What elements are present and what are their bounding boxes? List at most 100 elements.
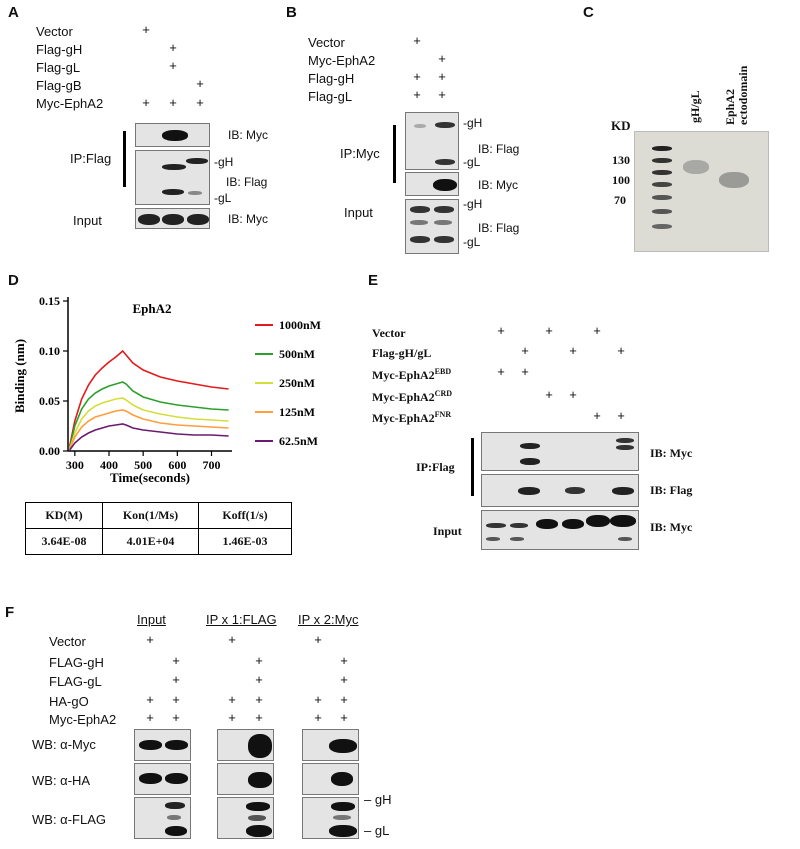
plus-sign: + xyxy=(617,408,625,423)
ib-myc-input-label: IB: Myc xyxy=(650,520,693,534)
panel-label-b: B xyxy=(286,4,297,21)
ib-myc-label: IB: Myc xyxy=(650,446,693,460)
kinetics-table: KD(M) Kon(1/Ms) Koff(1/s) 3.64E-08 4.01E… xyxy=(25,502,292,555)
row-label-sup: EBD xyxy=(434,367,452,376)
row-label-flag-gl: Flag-gL xyxy=(308,89,353,104)
series-line-250nm xyxy=(68,397,229,450)
ib-flag-label: IB: Flag xyxy=(478,221,520,235)
legend-label: 1000nM xyxy=(279,318,321,332)
lane-label-epha2-ectodomain: EphA2 ectodomain xyxy=(723,66,750,125)
ip-bracket xyxy=(393,125,396,183)
wb-prefix: WB: xyxy=(32,812,61,827)
plus-sign: + xyxy=(255,692,263,707)
plus-sign: + xyxy=(146,710,154,725)
input-label: Input xyxy=(73,213,102,228)
wb-flag-label: WB: α-FLAG xyxy=(32,812,106,827)
plus-sign: + xyxy=(255,710,263,725)
plus-sign: + xyxy=(438,69,446,84)
plus-sign: + xyxy=(169,58,177,73)
blot-e-ip-flag xyxy=(481,474,639,507)
blot-f-input-ha xyxy=(134,763,191,795)
gel-image xyxy=(634,131,769,252)
plus-sign: + xyxy=(228,710,236,725)
row-label-myc-epha2: Myc-EphA2 xyxy=(36,96,104,111)
wb-tail: -Myc xyxy=(67,737,96,752)
lane-label-gh-gl: gH/gL xyxy=(688,90,702,123)
gh-label: gH xyxy=(218,155,234,169)
row-label-flag-gl: FLAG-gL xyxy=(49,674,102,689)
row-label-vector: Vector xyxy=(49,634,86,649)
ip-label: IP:Flag xyxy=(70,151,112,166)
y-tick-label: 0.10 xyxy=(39,344,60,358)
gl-marker: -gL xyxy=(463,235,481,249)
table-cell: 4.01E+04 xyxy=(102,528,199,555)
x-axis-label: Time(seconds) xyxy=(110,470,190,485)
marker-70: 70 xyxy=(614,193,626,207)
table-header: Koff(1/s) xyxy=(198,502,292,529)
panel-label-c: C xyxy=(583,4,594,21)
legend-label: 250nM xyxy=(279,376,315,390)
x-tick-label: 400 xyxy=(100,458,118,472)
plus-sign: + xyxy=(196,76,204,91)
plus-sign: + xyxy=(314,632,322,647)
plus-sign: + xyxy=(438,51,446,66)
plus-sign: + xyxy=(172,710,180,725)
blot-a-input-myc xyxy=(135,208,210,229)
blot-a-ip-myc xyxy=(135,123,210,147)
plus-sign: + xyxy=(438,87,446,102)
blot-f-ipflag-ha xyxy=(217,763,274,795)
table-header: KD(M) xyxy=(25,502,103,529)
plus-sign: + xyxy=(593,323,601,338)
legend-label: 500nM xyxy=(279,347,315,361)
x-tick-label: 600 xyxy=(168,458,186,472)
x-tick-label: 500 xyxy=(134,458,152,472)
plus-sign: + xyxy=(545,323,553,338)
plus-sign: + xyxy=(521,343,529,358)
ib-myc-input-label: IB: Myc xyxy=(228,212,269,226)
chart-title: EphA2 xyxy=(132,301,171,316)
blot-f-input-myc xyxy=(134,729,191,761)
row-label-vector: Vector xyxy=(308,35,345,50)
row-label-flag-gh: Flag-gH xyxy=(36,42,83,57)
gh-marker: -gH xyxy=(463,116,483,130)
gl-marker: -gL xyxy=(463,155,481,169)
ip-bracket xyxy=(123,131,126,187)
legend-label: 125nM xyxy=(279,405,315,419)
blot-f-ipmyc-flag xyxy=(302,797,359,839)
plus-sign: + xyxy=(314,710,322,725)
blot-b-ip-myc xyxy=(405,172,459,196)
ib-myc-label: IB: Myc xyxy=(228,128,269,142)
wb-prefix: WB: xyxy=(32,773,61,788)
kd-label: KD xyxy=(611,118,631,133)
plus-sign: + xyxy=(545,387,553,402)
legend-label: 62.5nM xyxy=(279,434,318,448)
plus-sign: + xyxy=(142,95,150,110)
wb-alpha: α xyxy=(60,812,68,827)
ib-flag-label: IB: Flag xyxy=(478,142,520,156)
plus-sign: + xyxy=(617,343,625,358)
plus-sign: + xyxy=(413,87,421,102)
plus-sign: + xyxy=(413,33,421,48)
panel-label-a: A xyxy=(8,4,19,21)
wb-ha-label: WB: α-HA xyxy=(32,773,90,788)
blot-f-ipflag-flag xyxy=(217,797,274,839)
plus-sign: + xyxy=(146,692,154,707)
wb-tail: -FLAG xyxy=(67,812,106,827)
wb-alpha: α xyxy=(60,737,68,752)
blot-b-ip-flag xyxy=(405,112,459,170)
plus-sign: + xyxy=(569,387,577,402)
plus-sign: + xyxy=(569,343,577,358)
group-label-ip-myc: IP x 2:Myc xyxy=(298,612,359,627)
plus-sign: + xyxy=(169,95,177,110)
ip-bracket xyxy=(471,438,474,496)
wb-prefix: WB: xyxy=(32,737,61,752)
y-tick-label: 0.15 xyxy=(39,294,60,308)
plus-sign: + xyxy=(521,364,529,379)
gl-label: gL xyxy=(467,155,481,169)
row-label-vector: Vector xyxy=(372,326,406,340)
blot-f-ipmyc-myc xyxy=(302,729,359,761)
blot-e-ip-myc xyxy=(481,432,639,471)
row-label-text: Myc-EphA2 xyxy=(372,411,435,425)
blot-a-ip-flag xyxy=(135,150,210,205)
table-row: 3.64E-08 4.01E+04 1.46E-03 xyxy=(25,528,292,555)
